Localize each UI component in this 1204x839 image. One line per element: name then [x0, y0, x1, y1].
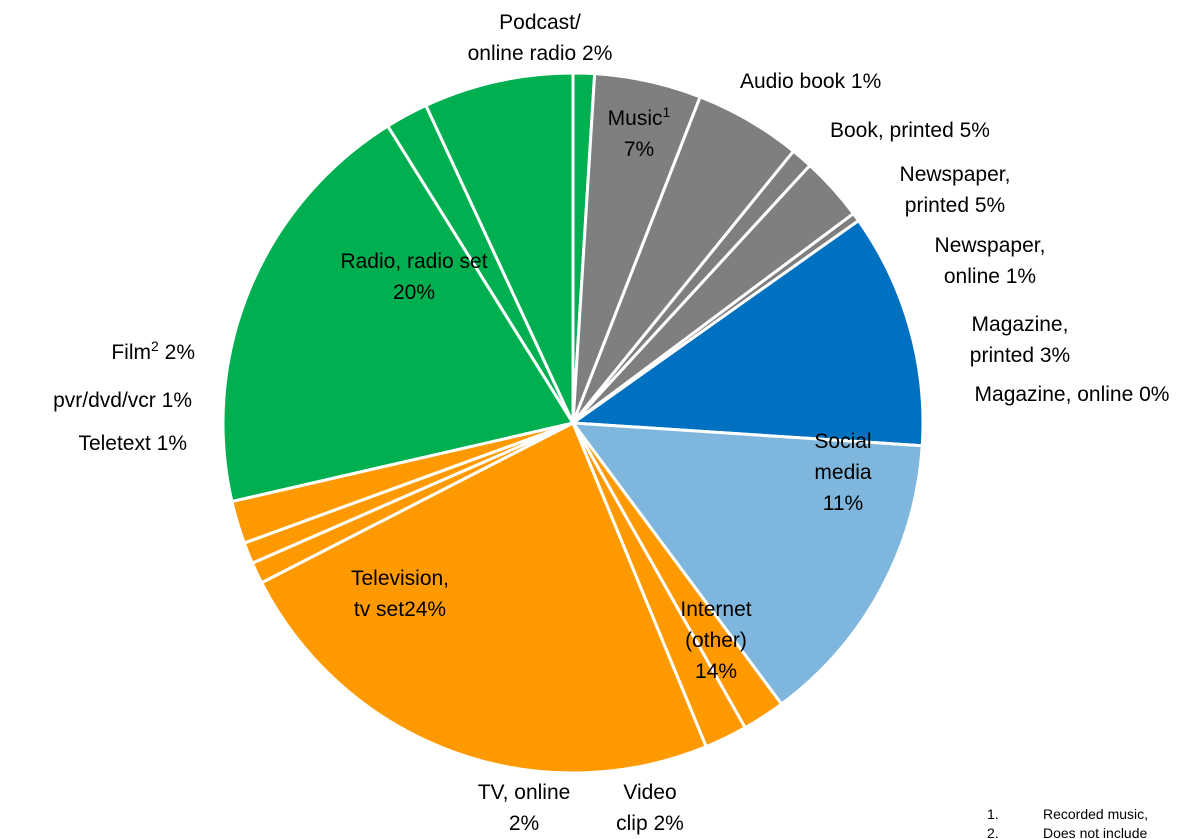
pie-slice-television [260, 421, 708, 775]
footnote-text: Does not include [1043, 825, 1148, 839]
pie-slices [221, 71, 925, 775]
superscript-marker: 1 [663, 104, 671, 120]
pie-slice-music [424, 71, 575, 425]
footnote-number: 1. [987, 806, 999, 822]
superscript-marker: 2 [151, 338, 159, 354]
slice-label-film: Film2 2% [111, 338, 195, 364]
slice-label-radio: Radio, radio set 20% [340, 250, 487, 304]
slice-label-teletext: Teletext 1% [78, 432, 187, 455]
pie-slice-internet-other [571, 421, 924, 706]
slice-label-internet-other: Internet (other) 14% [680, 598, 751, 683]
footnote-text: Recorded music, [1043, 806, 1148, 822]
slice-label-magazine-printed: Magazine, printed 3% [970, 313, 1070, 367]
slice-label-pvr: pvr/dvd/vcr 1% [53, 389, 192, 412]
pie-slice-radio [221, 124, 575, 503]
slice-label-podcast: Podcast/online radio 2% [468, 11, 613, 65]
slice-label-music: Music1 7% [608, 104, 671, 161]
footnotes: 1. Recorded music, 2. Does not include [987, 806, 1148, 839]
slice-label-tv-online: TV, online 2% [478, 781, 571, 835]
pie-slice-social-media [571, 219, 925, 448]
slice-label-audio-book: Audio book 1% [740, 70, 881, 93]
slice-label-social-media: Social media 11% [814, 430, 872, 515]
slice-label-book-printed: Book, printed 5% [830, 119, 990, 142]
slice-labels: Audio book 1% Book, printed 5% Newspaper, p… [53, 11, 1169, 835]
slice-label-newspaper-online: Newspaper, online 1% [935, 234, 1046, 288]
slice-label-newspaper-printed: Newspaper, printed 5% [900, 163, 1011, 217]
slice-label-video-clip: Video clip 2% [616, 781, 684, 835]
slice-label-magazine-online: Magazine, online 0% [975, 383, 1170, 406]
slice-label-television: Television, tv set24% [351, 567, 449, 621]
footnote-number: 2. [987, 825, 999, 839]
